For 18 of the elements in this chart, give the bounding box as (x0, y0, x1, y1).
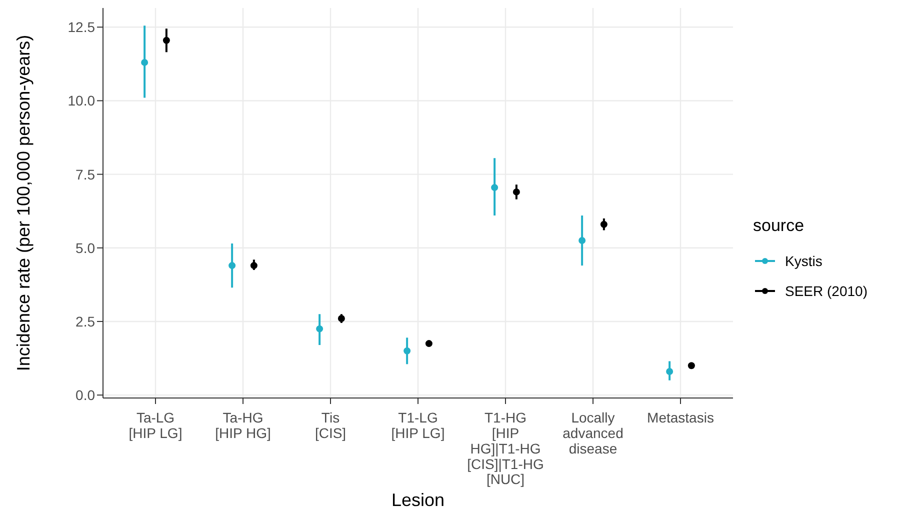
x-tick-label: Ta-HG [HIP HG] (215, 410, 271, 441)
legend-title: source (753, 216, 806, 236)
x-tick-label: Locally advanced disease (562, 410, 624, 456)
legend-label: Kystis (784, 252, 824, 271)
y-tick-label: 5.0 (76, 240, 96, 256)
legend-label: SEER (2010) (784, 282, 868, 301)
x-axis-title: Lesion (391, 490, 445, 510)
x-tick-label: T1-HG [HIP HG]|T1-HG [CIS]|T1-HG [NUC] (467, 410, 544, 488)
y-tick-label: 0.0 (76, 387, 96, 404)
y-tick-label: 2.5 (76, 313, 96, 330)
x-tick-label: T1-LG [HIP LG] (391, 410, 445, 441)
x-tick-label: Ta-LG [HIP LG] (128, 410, 182, 441)
x-tick-label: Tis [CIS] (314, 410, 346, 441)
y-tick-label: 7.5 (76, 166, 96, 182)
y-axis-title: Incidence rate (per 100,000 person-years) (13, 34, 34, 372)
y-tick-label: 12.5 (68, 19, 96, 36)
y-tick-label: 10.0 (68, 92, 96, 109)
x-tick-label: Metastasis (647, 410, 714, 426)
